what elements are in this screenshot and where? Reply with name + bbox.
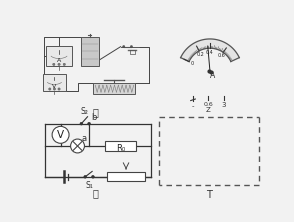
Text: b: b — [91, 113, 97, 122]
Bar — [46, 46, 72, 66]
Text: A: A — [210, 71, 215, 80]
Circle shape — [52, 126, 69, 143]
Text: V: V — [57, 130, 64, 140]
Circle shape — [91, 175, 94, 178]
Text: a: a — [82, 134, 87, 143]
Bar — [81, 37, 99, 66]
Circle shape — [84, 175, 87, 178]
Circle shape — [58, 63, 60, 65]
Text: 3: 3 — [222, 102, 226, 108]
Circle shape — [58, 88, 60, 90]
Bar — [105, 141, 136, 151]
Text: T: T — [206, 190, 212, 200]
Bar — [107, 172, 145, 181]
Text: Z: Z — [206, 107, 211, 113]
Polygon shape — [181, 39, 239, 61]
Circle shape — [71, 139, 84, 153]
Circle shape — [53, 88, 56, 90]
Text: 丙: 丙 — [92, 188, 98, 198]
Text: R₀: R₀ — [116, 144, 125, 153]
Text: 0.6: 0.6 — [203, 102, 213, 107]
Circle shape — [123, 46, 125, 48]
Text: 0.4: 0.4 — [206, 50, 214, 55]
Text: S₁: S₁ — [85, 181, 93, 190]
Circle shape — [130, 46, 133, 48]
Bar — [93, 83, 135, 94]
Circle shape — [80, 122, 83, 125]
Circle shape — [53, 63, 55, 65]
Text: A: A — [57, 58, 61, 63]
Circle shape — [63, 63, 66, 65]
Text: S₂: S₂ — [81, 107, 88, 116]
Text: 0: 0 — [191, 61, 194, 66]
Bar — [43, 74, 66, 91]
Text: V: V — [52, 84, 56, 89]
Text: 甲: 甲 — [92, 107, 98, 117]
Circle shape — [88, 122, 91, 125]
Text: 0.2: 0.2 — [197, 52, 205, 57]
Text: 0.6: 0.6 — [217, 53, 225, 58]
Text: -: - — [192, 104, 194, 110]
Circle shape — [49, 88, 51, 90]
